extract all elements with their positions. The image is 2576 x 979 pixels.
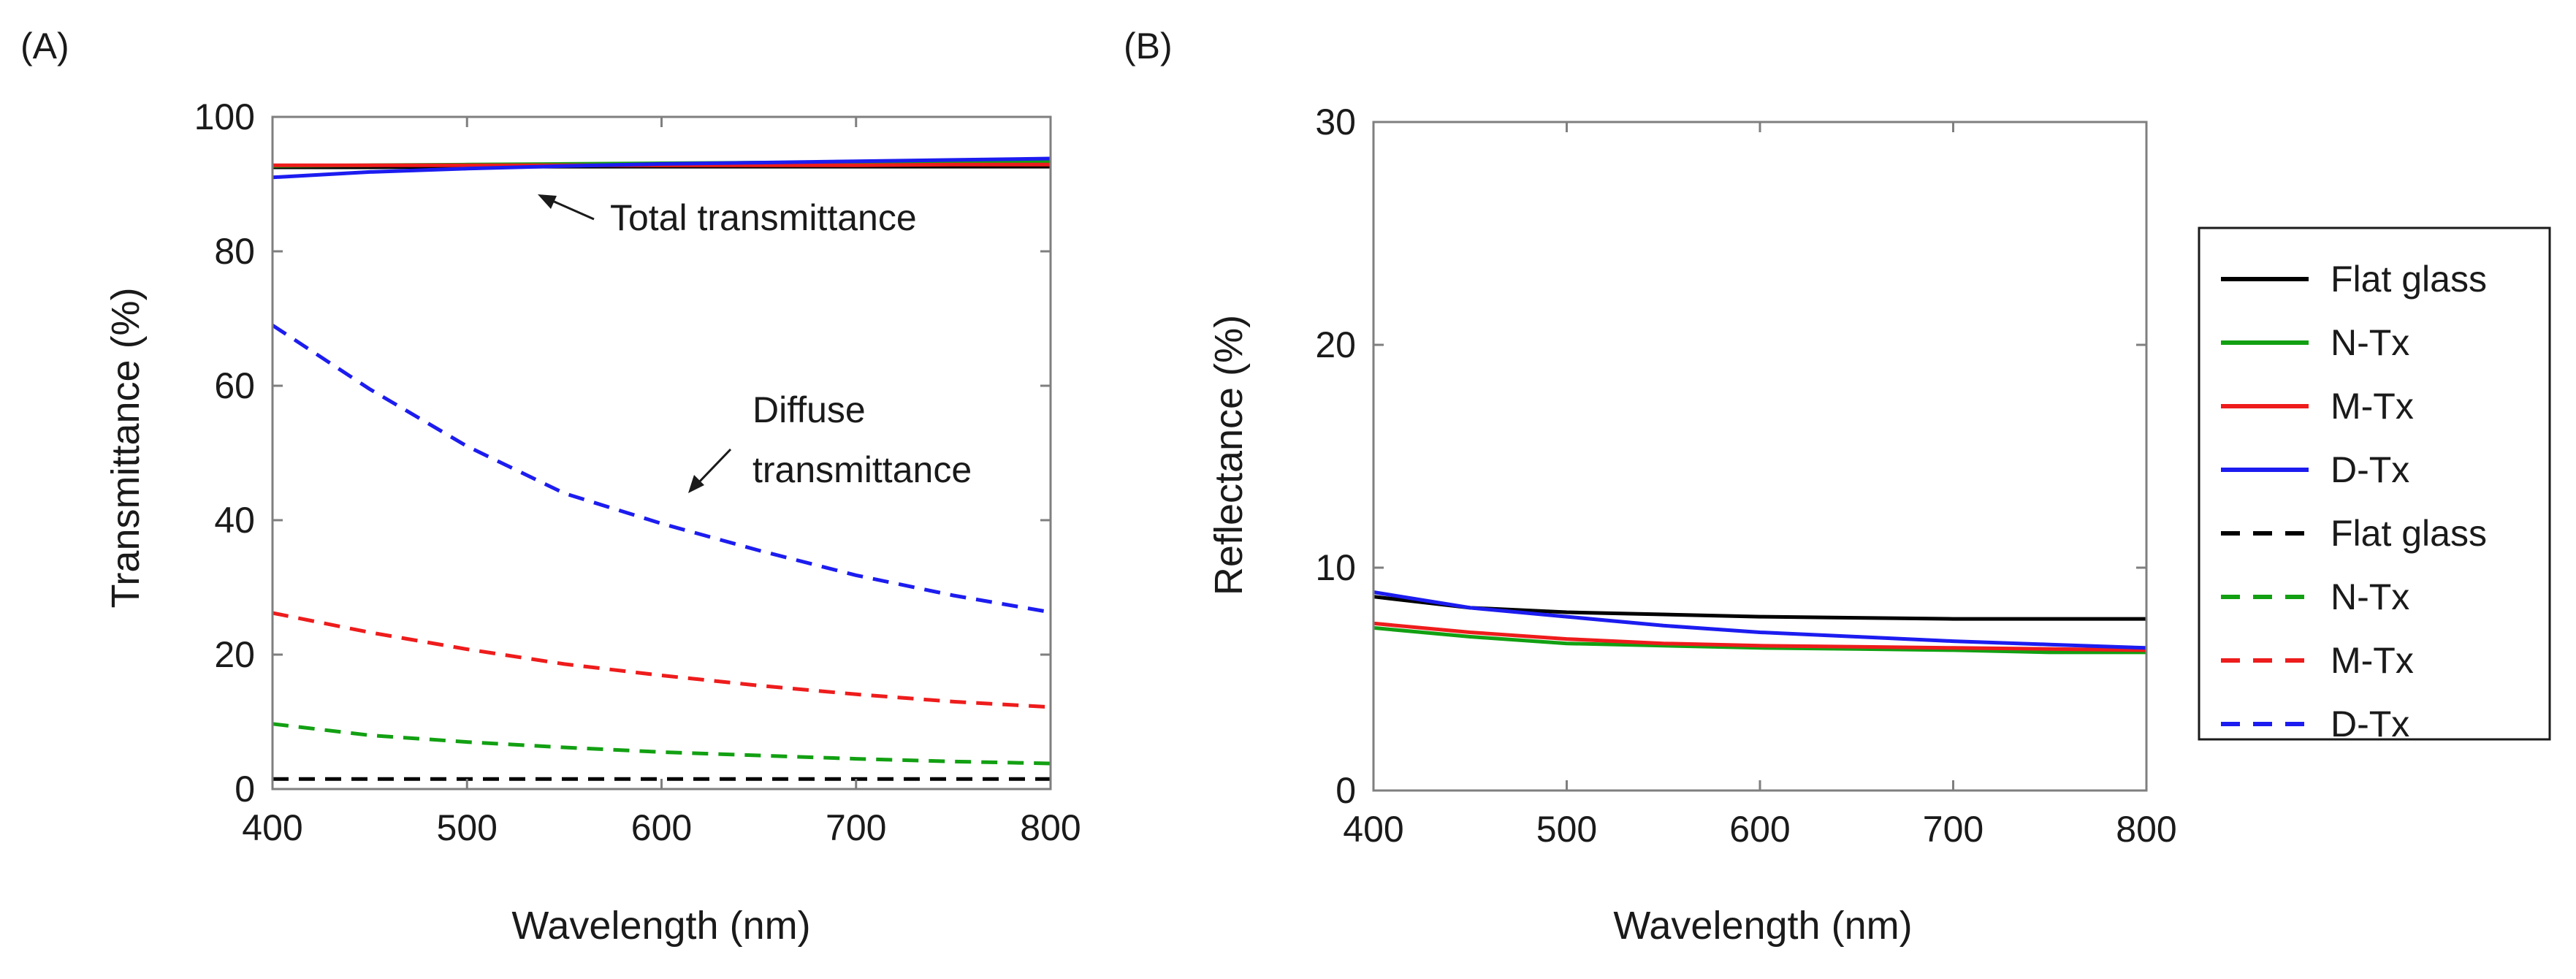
panel-b-ticks: 400 500 600 700 800 0 10 20 30 — [1315, 102, 2176, 850]
panel-a-x-tick-label: 500 — [437, 807, 498, 848]
panel-b-frame — [1372, 121, 2148, 792]
panel-a-y-tick-label: 80 — [214, 231, 255, 272]
panel-b-x-tick-label: 400 — [1343, 809, 1403, 850]
panel-b-series-group — [1373, 590, 2147, 655]
legend-label-solid-m-tx: M-Tx — [2331, 386, 2414, 427]
legend-label-dashed-m-tx: M-Tx — [2331, 640, 2414, 681]
total-transmittance-arrowhead — [538, 194, 557, 209]
panel-b-series-solid-n-tx — [1373, 625, 2146, 655]
diffuse-transmittance-label-line1: Diffuse — [752, 389, 866, 430]
panel-a-y-tick-label: 20 — [214, 634, 255, 675]
diffuse-transmittance-label-line2: transmittance — [752, 449, 972, 490]
legend-label-solid-d-tx: D-Tx — [2331, 449, 2409, 490]
legend: Flat glass N-Tx M-Tx D-Tx Flat glass N-Tx M-Tx… — [2198, 226, 2551, 744]
panel-a-y-tick-label: 100 — [194, 96, 255, 137]
total-transmittance-label: Total transmittance — [610, 197, 917, 238]
panel-a-series-dashed-m-tx — [272, 611, 1051, 709]
panel-a-x-tick-label: 800 — [1020, 807, 1081, 848]
panel-b-x-tick-label: 500 — [1536, 809, 1597, 850]
panel-a-y-tick-label: 0 — [235, 769, 255, 810]
panel-b-label: (B) — [1124, 26, 1173, 66]
legend-label-dashed-n-tx: N-Tx — [2331, 576, 2409, 617]
legend-label-dashed-d-tx: D-Tx — [2331, 704, 2409, 744]
legend-label-solid-n-tx: N-Tx — [2331, 322, 2409, 363]
panel-b-series-solid-m-tx — [1373, 621, 2147, 652]
panel-a-series-solid-d-tx — [272, 156, 1051, 180]
panel-a-y-tick-label: 60 — [214, 365, 255, 406]
legend-entries: Flat glass N-Tx M-Tx D-Tx Flat glass N-Tx M-Tx… — [2221, 259, 2487, 744]
diffuse-transmittance-arrow — [694, 448, 732, 487]
panel-b-y-tick-label: 0 — [1335, 770, 1356, 811]
diffuse-transmittance-arrowhead — [688, 475, 704, 493]
legend-label-dashed-flat-glass: Flat glass — [2331, 513, 2487, 554]
panel-a: (A) Wavelength (nm) Transmittance (%) 40… — [20, 26, 1081, 948]
panel-b-x-tick-label: 600 — [1729, 809, 1790, 850]
panel-a-y-tick-label: 40 — [214, 500, 255, 541]
panel-a-x-tick-label: 700 — [826, 807, 886, 848]
panel-b: (B) Wavelength (nm) Reflectance (%) 400 5… — [1124, 26, 2177, 948]
panel-a-y-axis-title: Transmittance (%) — [104, 287, 148, 608]
panel-a-series-dashed-n-tx — [272, 722, 1051, 766]
panel-b-series-solid-d-tx — [1373, 590, 2147, 650]
panel-a-series-group — [271, 156, 1051, 781]
legend-box — [2198, 226, 2551, 741]
panel-b-x-tick-label: 700 — [1923, 809, 1984, 850]
panel-b-x-tick-label: 800 — [2116, 809, 2176, 850]
panel-b-y-tick-label: 30 — [1315, 102, 1356, 142]
panel-b-y-tick-label: 20 — [1315, 324, 1356, 365]
panel-a-label: (A) — [20, 26, 69, 66]
panel-a-ticks: 400 500 600 700 800 0 20 40 60 80 100 — [194, 96, 1081, 848]
panel-a-x-tick-label: 400 — [242, 807, 302, 848]
panel-b-y-axis-title: Reflectance (%) — [1207, 315, 1251, 595]
panel-b-y-tick-label: 10 — [1315, 547, 1356, 588]
panel-a-x-axis-title: Wavelength (nm) — [511, 904, 810, 948]
panel-b-x-axis-title: Wavelength (nm) — [1613, 904, 1912, 948]
panel-a-x-tick-label: 600 — [631, 807, 692, 848]
legend-label-solid-flat-glass: Flat glass — [2331, 259, 2487, 300]
